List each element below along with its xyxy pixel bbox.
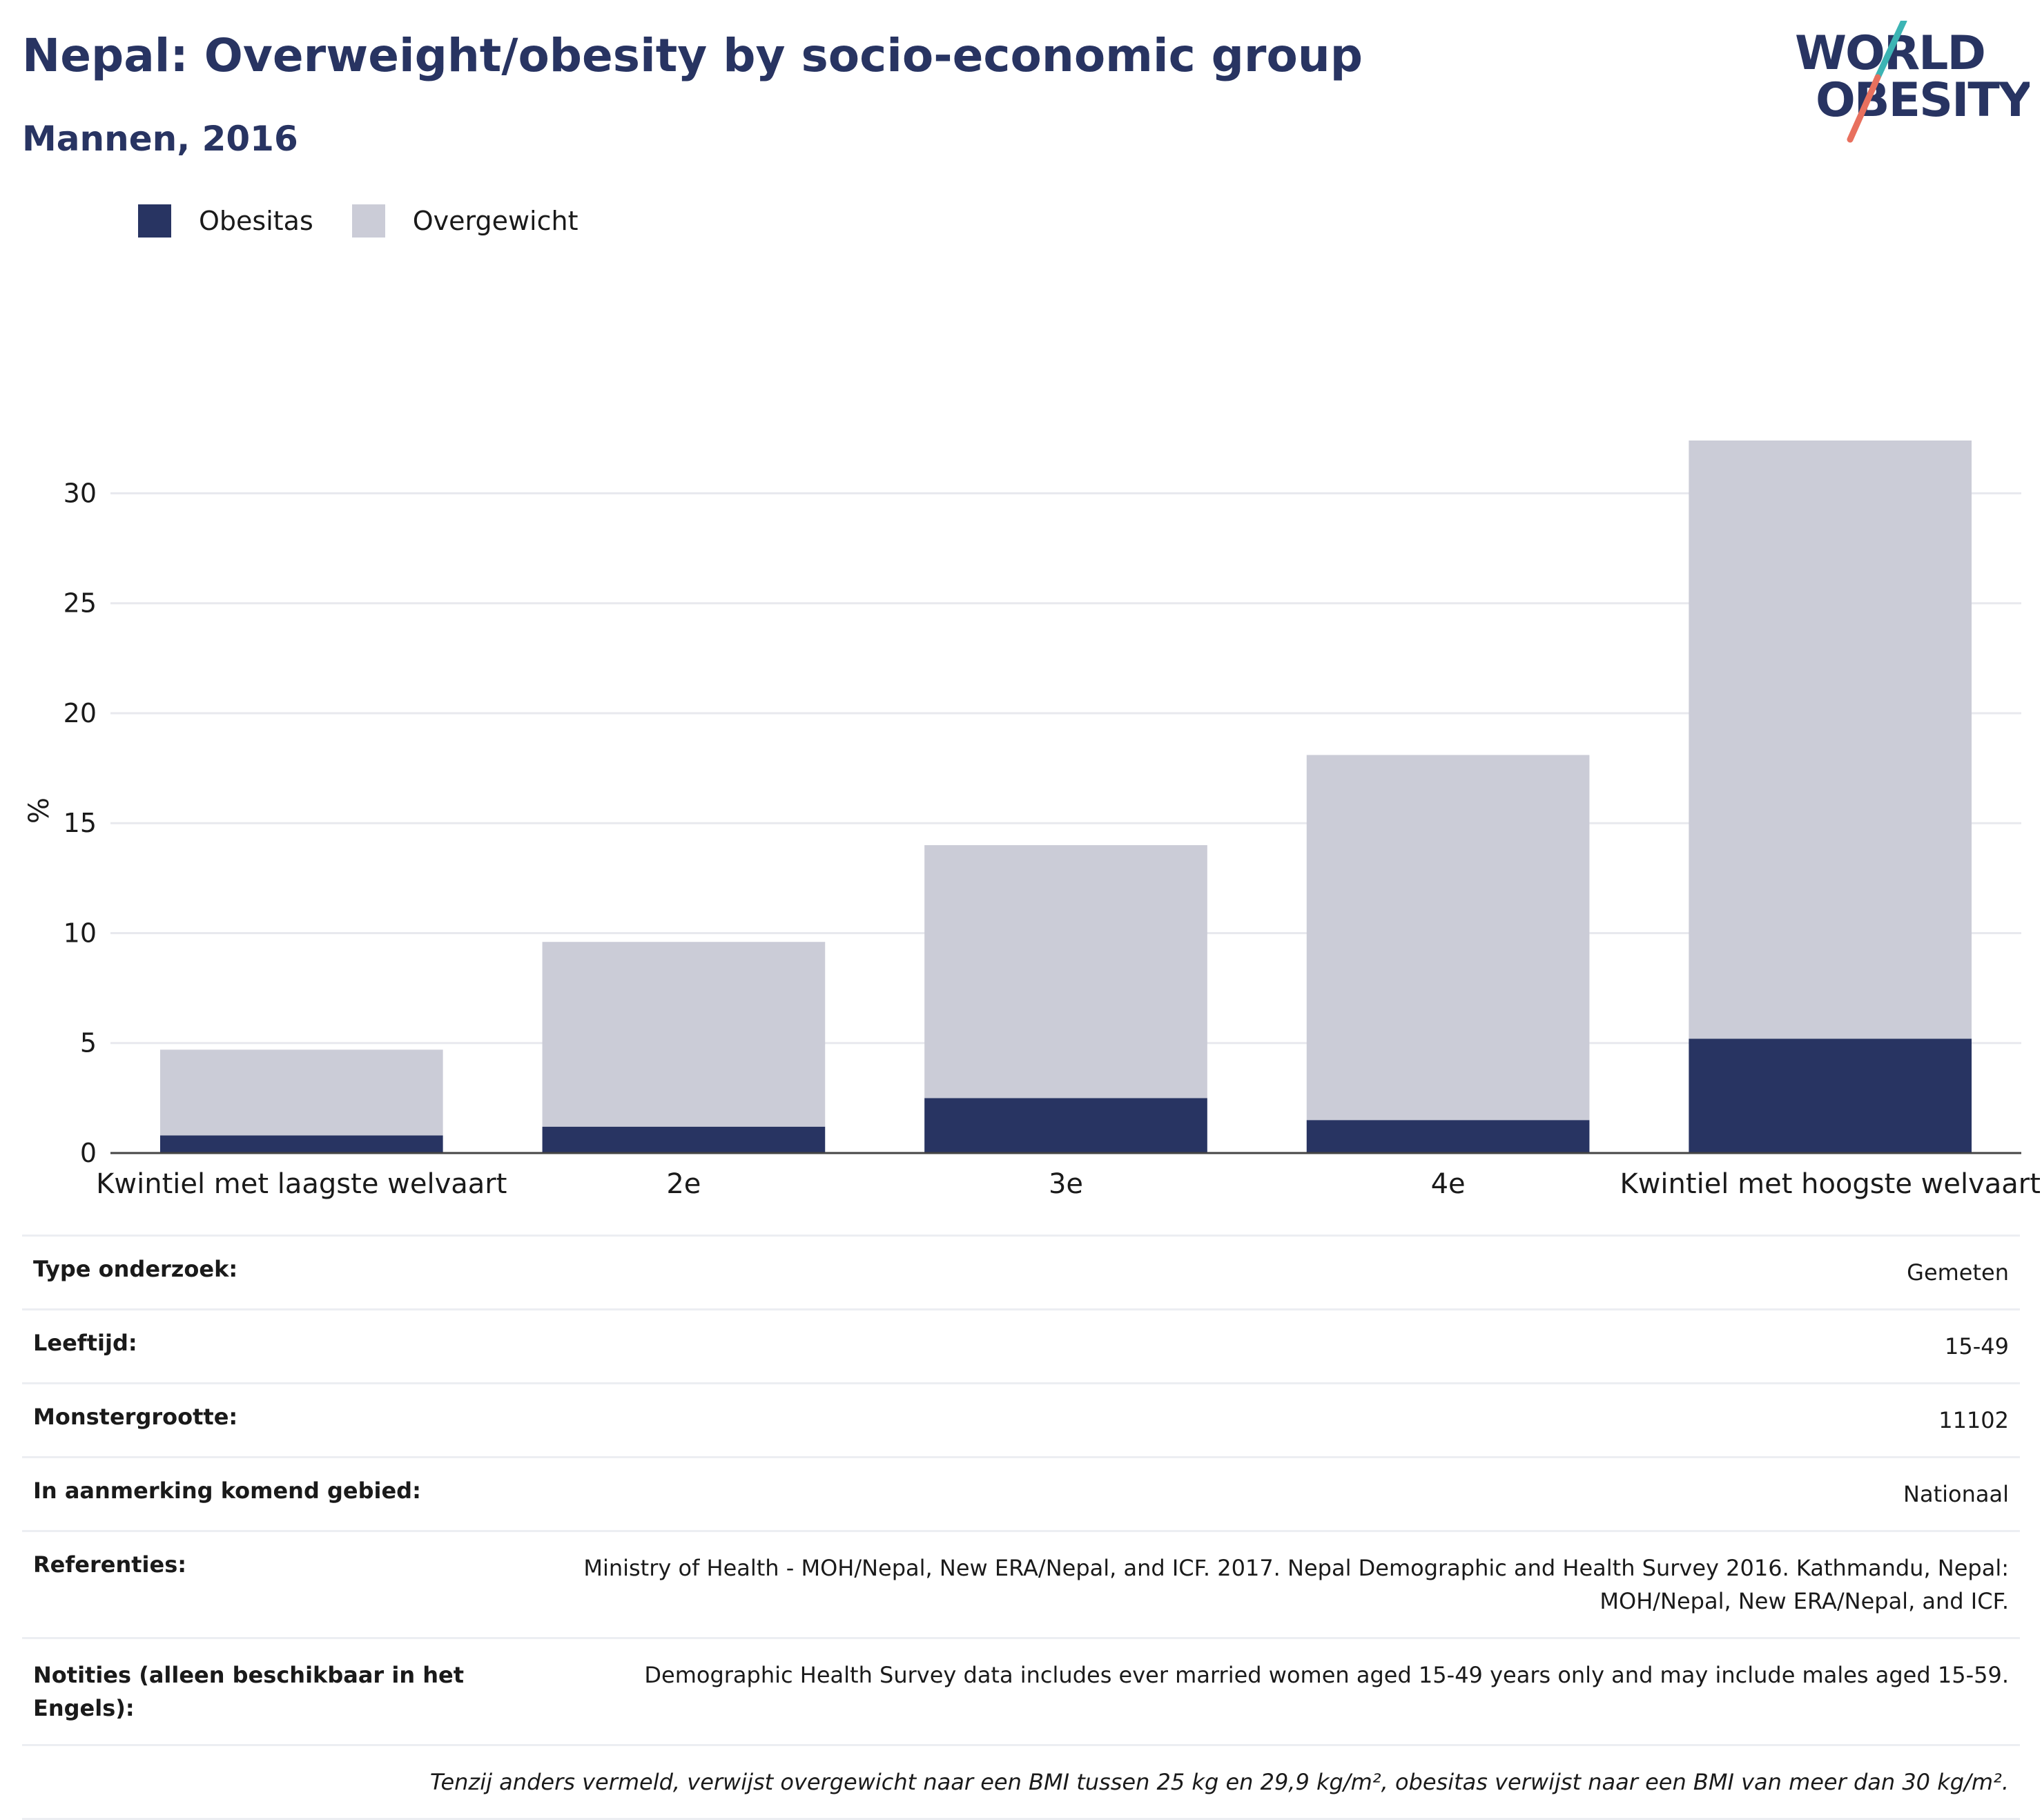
notes-key-line-1: Notities (alleen beschikbaar in het	[33, 1662, 465, 1688]
bmi-footnote: Tenzij anders vermeld, verwijst overgewi…	[429, 1769, 2009, 1795]
x-tick-label: 2e	[666, 1168, 701, 1200]
info-key: Type onderzoek:	[33, 1256, 238, 1282]
info-value: Gemeten	[1907, 1259, 2009, 1286]
notes-key-line-2: Engels):	[33, 1695, 135, 1721]
info-value: Demographic Health Survey data includes …	[644, 1662, 2009, 1688]
legend-item-overgewicht[interactable]: Overgewicht	[351, 204, 578, 238]
y-tick-label: 25	[64, 588, 97, 619]
y-tick-label: 5	[80, 1028, 97, 1058]
bar-overgewicht	[924, 845, 1207, 1098]
x-tick-label: 3e	[1049, 1168, 1083, 1200]
info-value: Ministry of Health - MOH/Nepal, New ERA/…	[583, 1551, 2009, 1618]
world-obesity-logo: WORLD OBESITY	[1795, 21, 2030, 143]
bar-overgewicht	[159, 1049, 443, 1136]
info-row-area: In aanmerking komend gebied: Nationaal	[22, 1456, 2020, 1530]
bar-obesitas	[542, 1126, 826, 1153]
y-tick-label: 20	[64, 698, 97, 728]
survey-info-table: Type onderzoek: Gemeten Leeftijd: 15-49 …	[22, 1235, 2020, 1820]
info-row-references: Referenties: Ministry of Health - MOH/Ne…	[22, 1530, 2020, 1637]
legend-swatch-overgewicht	[351, 204, 385, 238]
y-tick-label: 30	[64, 478, 97, 508]
logo-line2: OBESITY	[1816, 73, 2030, 128]
info-row-sample-size: Monstergrootte: 11102	[22, 1382, 2020, 1456]
legend-swatch-obesitas	[138, 204, 171, 238]
y-axis-label: %	[23, 797, 55, 824]
bar-overgewicht	[1689, 441, 1972, 1039]
info-key: Leeftijd:	[33, 1330, 137, 1356]
bar-obesitas	[924, 1098, 1207, 1153]
info-row-type: Type onderzoek: Gemeten	[22, 1235, 2020, 1308]
x-tick-label: Kwintiel met laagste welvaart	[96, 1168, 507, 1200]
info-value: Nationaal	[1903, 1481, 2009, 1507]
y-tick-label: 10	[64, 918, 97, 948]
bar-obesitas	[1689, 1038, 1972, 1153]
info-row-footnote: Tenzij anders vermeld, verwijst overgewi…	[22, 1744, 2020, 1820]
reference-line-2: MOH/Nepal, New ERA/Nepal, and ICF.	[1599, 1588, 2009, 1614]
bar-obesitas	[159, 1135, 443, 1153]
stacked-bar-chart: 0 5 10 15 20 25 30% Kwintiel met laagste welvaa…	[23, 441, 2041, 1200]
y-tick-label: 15	[64, 808, 97, 838]
y-tick-label: 0	[80, 1138, 97, 1168]
info-key: Monstergrootte:	[33, 1404, 238, 1430]
bar-overgewicht	[542, 942, 826, 1127]
info-key: Referenties:	[33, 1551, 187, 1578]
legend-item-obesitas[interactable]: Obesitas	[138, 204, 313, 238]
x-tick-label: 4e	[1431, 1168, 1466, 1200]
logo-slash-bottom	[1847, 74, 1881, 143]
info-key: Notities (alleen beschikbaar in het Enge…	[33, 1658, 475, 1725]
info-value: 11102	[1938, 1407, 2009, 1433]
reference-line-1: Ministry of Health - MOH/Nepal, New ERA/…	[583, 1555, 2009, 1581]
info-row-notes: Notities (alleen beschikbaar in het Enge…	[22, 1637, 2020, 1744]
chart-legend: Obesitas Overgewicht	[138, 204, 617, 238]
info-value: 15-49	[1945, 1333, 2009, 1359]
page-subtitle: Mannen, 2016	[22, 119, 298, 159]
bar-obesitas	[1306, 1120, 1590, 1153]
info-key: In aanmerking komend gebied:	[33, 1478, 421, 1504]
bar-overgewicht	[1306, 755, 1590, 1121]
info-row-age: Leeftijd: 15-49	[22, 1308, 2020, 1382]
page-title: Nepal: Overweight/obesity by socio-econo…	[22, 29, 1363, 82]
x-tick-label: Kwintiel met hoogste welvaart	[1620, 1168, 2040, 1200]
legend-label-obesitas: Obesitas	[199, 206, 313, 236]
legend-label-overgewicht: Overgewicht	[412, 206, 578, 236]
logo-slash-top	[1874, 21, 1907, 81]
